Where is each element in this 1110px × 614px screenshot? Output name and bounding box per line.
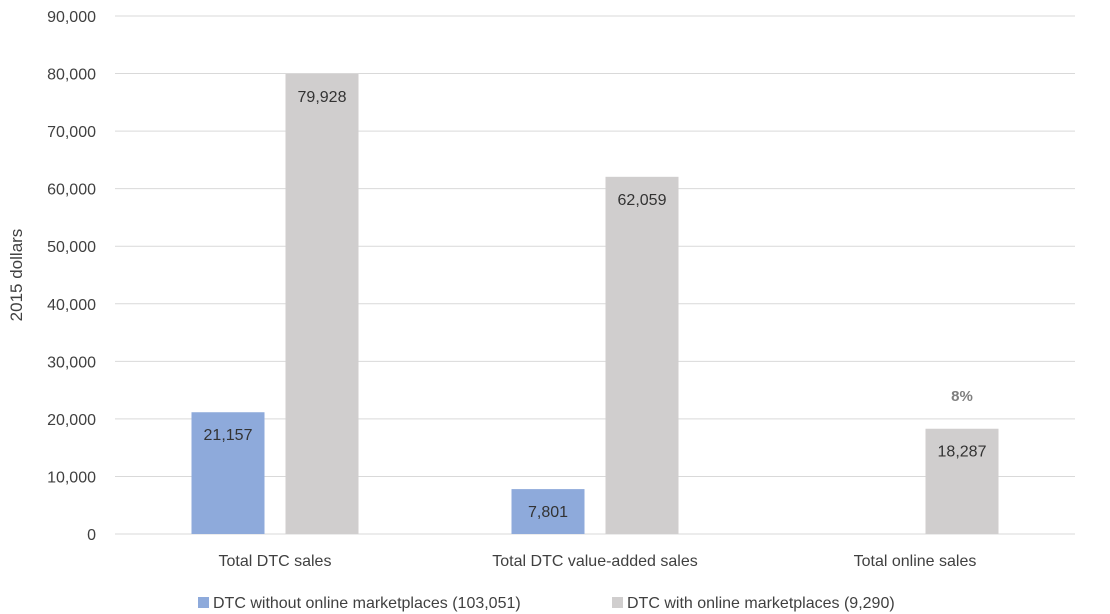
y-tick-label: 60,000 xyxy=(47,182,96,199)
category-label: Total online sales xyxy=(854,553,977,570)
bar xyxy=(191,412,265,534)
bar xyxy=(511,489,585,534)
y-tick-label: 40,000 xyxy=(47,297,96,314)
y-tick-label: 10,000 xyxy=(47,469,96,486)
data-label: 18,287 xyxy=(938,444,987,461)
y-tick-label: 90,000 xyxy=(47,9,96,26)
y-tick-label: 70,000 xyxy=(47,124,96,141)
bars xyxy=(191,73,999,534)
data-label: 62,059 xyxy=(618,192,667,209)
data-labels: 21,157 79,928 7,801 62,059 18,287 xyxy=(204,89,987,521)
category-label: Total DTC value-added sales xyxy=(492,553,697,570)
percent-annotation: 8% xyxy=(951,388,973,405)
y-axis-ticks: 0 10,000 20,000 30,000 40,000 50,000 60,000 70,… xyxy=(47,9,96,544)
data-label: 21,157 xyxy=(204,427,253,444)
y-tick-label: 50,000 xyxy=(47,239,96,256)
legend-swatch-with-marketplaces xyxy=(612,597,623,608)
category-label: Total DTC sales xyxy=(219,553,332,570)
bar xyxy=(605,176,679,534)
bar xyxy=(925,428,999,534)
legend-swatch-without-marketplaces xyxy=(198,597,209,608)
bar xyxy=(285,73,359,534)
category-labels: Total DTC sales Total DTC value-added sal… xyxy=(219,553,977,570)
legend-label-without-marketplaces: DTC without online marketplaces (103,051… xyxy=(213,595,521,612)
data-label: 7,801 xyxy=(528,504,568,521)
y-tick-label: 0 xyxy=(87,527,96,544)
y-tick-label: 30,000 xyxy=(47,354,96,371)
y-tick-label: 80,000 xyxy=(47,67,96,84)
gridlines xyxy=(115,15,1075,535)
y-axis-title: 2015 dollars xyxy=(7,229,26,322)
legend-label-with-marketplaces: DTC with online marketplaces (9,290) xyxy=(627,595,895,612)
legend: DTC without online marketplaces (103,051… xyxy=(198,595,895,612)
data-label: 79,928 xyxy=(298,89,347,106)
y-tick-label: 20,000 xyxy=(47,412,96,429)
